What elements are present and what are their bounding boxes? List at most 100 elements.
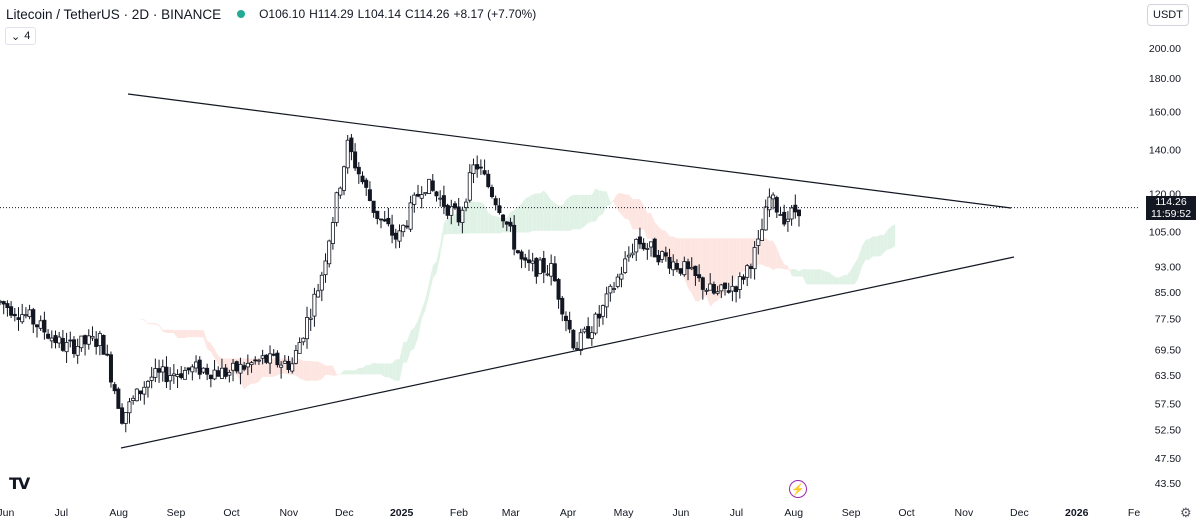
candle-body [608,285,613,294]
candle-body [752,247,757,270]
candle-body [345,139,350,169]
candle-body [330,222,335,244]
candle-body [349,137,354,153]
candle-body [593,313,598,334]
time-tick-label: Dec [335,507,354,519]
candle-body [649,241,654,248]
candle-body [219,367,224,379]
candle-body [134,388,139,402]
candle-body [271,353,276,356]
candle-body [90,335,95,339]
cloud-segment [214,349,219,365]
cloud-segment [591,188,596,222]
cloud-segment [303,360,308,381]
candle-body [268,353,273,364]
cloud-segment [562,199,566,231]
candle-body [571,329,576,349]
candle-body [575,348,580,350]
candle-body [327,240,332,265]
candle-body [497,205,502,214]
cloud-segment [262,358,267,377]
candle-body [534,257,539,277]
cloud-segment [373,362,378,375]
cloud-segment [447,217,452,235]
candle-body [157,368,162,373]
cloud-segment [140,319,145,321]
lightning-icon[interactable]: ⚡ [789,480,807,498]
candle-body [282,360,287,364]
time-axis[interactable]: Jun Jul Aug Sep Oct Nov Dec 2025 Feb Mar Apr May Jun… [0,507,1140,519]
candle-body [704,289,709,292]
candle-body [308,317,313,320]
candle-body [512,224,517,250]
cloud-segment [466,200,470,234]
cloud-segment [632,199,637,230]
candle-body [367,189,372,201]
indicators-toggle-button[interactable]: ⌄ 4 [5,27,37,45]
candle-body [689,267,694,270]
cloud-segment [743,238,748,272]
cloud-segment [170,329,174,334]
cloud-segment [344,370,348,375]
candle-body [545,273,550,276]
candle-body [83,335,88,345]
close-value: C114.26 [405,7,450,21]
candle-body [541,257,546,273]
cloud-segment [795,268,799,277]
cloud-segment [521,198,526,233]
currency-selector[interactable]: USDT [1147,4,1189,26]
symbol-title[interactable]: Litecoin / TetherUS · 2D · BINANCE [6,6,222,22]
candle-body [674,263,679,270]
time-tick-label: Aug [109,507,128,519]
cloud-segment [384,363,389,378]
candle-body [286,360,291,370]
candle-body [120,407,125,424]
candle-body [796,209,801,217]
candle-body [260,355,265,359]
cloud-segment [443,217,448,235]
candle-body [145,380,150,388]
cloud-segment [196,330,200,338]
time-tick-label: 2026 [1065,507,1089,519]
candle-body [275,352,280,366]
candle-body [353,151,358,169]
cloud-segment [554,202,559,231]
candle-body [552,263,557,282]
candle-body [401,224,406,233]
cloud-segment [199,330,204,338]
candle-body [186,367,191,371]
cloud-segment [336,373,341,376]
candle-body [279,364,284,368]
trendlines[interactable] [0,93,1140,449]
candle-body [53,335,58,344]
candle-body [142,386,147,395]
time-tick-label: Mar [502,507,521,519]
candle-body [467,172,472,201]
candle-body [478,166,483,169]
cloud-segment [861,239,866,267]
cloud-segment [436,244,441,273]
tradingview-logo-icon[interactable]: TV [9,474,30,493]
cloud-segment [891,224,896,249]
cloud-segment [425,282,430,311]
cloud-segment [432,261,437,279]
candle-body [42,319,47,333]
candle-body [31,309,36,325]
cloud-segment [451,214,455,235]
candle-body [493,198,498,206]
candle-body [641,242,646,250]
candle-body [600,305,605,317]
candle-body [452,203,457,209]
price-tick-label: 160.00 [1149,107,1181,119]
candle-body [201,367,206,373]
candle-body [108,354,113,383]
price-axis[interactable]: 200.00180.00160.00140.00120.00105.0093.0… [1149,43,1181,490]
candle-body [556,279,561,300]
gear-icon[interactable]: ⚙ [1180,505,1192,520]
candle-body [785,218,790,222]
candle-body [68,339,73,342]
cloud-segment [765,238,770,268]
time-tick-label: Dec [1010,507,1029,519]
candle-body [208,374,213,380]
